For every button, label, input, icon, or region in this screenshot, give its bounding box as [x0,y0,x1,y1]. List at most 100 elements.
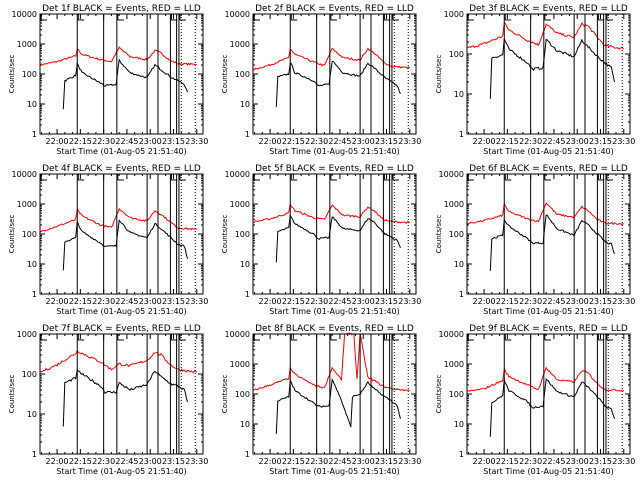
x-tick-label: 23:00 [139,457,162,466]
x-tick-label: 23:15 [375,297,398,306]
panel-title: Det 2f BLACK = Events, RED = LLD [255,4,414,14]
x-tick-label: 23:00 [352,297,375,306]
x-axis-label: Start Time (01-Aug-05 21:51:40) [269,307,400,316]
y-tick-label: 1000 [230,40,250,49]
x-tick-label: 22:00 [259,297,282,306]
x-tick-label: 22:45 [328,297,351,306]
panel-det-8: Det 8f BLACK = Events, RED = LLD 1 10 100 10… [221,324,421,476]
x-tick-label: 22:30 [92,137,115,146]
panel-det-5: Det 5f BLACK = Events, RED = LLD 1 10 100 10… [221,164,421,316]
x-tick-label: 23:30 [185,297,208,306]
panel-det-6: Det 6f BLACK = Events, RED = LLD 1 10 100 10… [435,164,635,316]
flag-bracket [504,13,512,20]
y-tick-label: 1000 [17,40,37,49]
y-tick-label: 10 [454,260,464,269]
y-axis-label: Counts/sec [8,215,16,254]
flag-bracket [290,173,298,180]
plot-frame [39,13,204,135]
y-tick-label: 100 [235,390,250,399]
x-tick-label: 22:00 [473,137,496,146]
flag-bracket [504,173,512,180]
events-series-line [489,38,615,99]
y-axis-label: Counts/sec [435,55,443,94]
plot-frame [466,333,631,455]
y-axis-label: Counts/sec [221,215,229,254]
x-tick-label: 22:30 [92,297,115,306]
flag-bracket [504,333,512,340]
y-axis-label: Counts/sec [8,375,16,414]
y-tick-label: 10000 [225,170,250,179]
x-tick-label: 23:15 [375,457,398,466]
x-tick-label: 22:00 [473,297,496,306]
panel-det-9: Det 9f BLACK = Events, RED = LLD 1 10 100 10… [435,324,635,476]
x-axis-label: Start Time (01-Aug-05 21:51:40) [483,307,614,316]
x-tick-label: 23:15 [162,297,185,306]
y-tick-label: 10000 [12,10,37,19]
x-tick-label: 23:30 [398,297,421,306]
plot-frame [466,13,631,135]
plot-frame [466,173,631,295]
panel-title: Det 9f BLACK = Events, RED = LLD [469,324,628,334]
y-axis-label: Counts/sec [435,215,443,254]
y-tick-label: 1000 [444,10,464,19]
x-tick-label: 22:00 [259,457,282,466]
x-tick-label: 22:00 [46,457,69,466]
x-tick-label: 22:45 [115,297,138,306]
x-tick-label: 22:45 [115,137,138,146]
x-tick-label: 22:45 [328,457,351,466]
x-tick-label: 23:30 [185,137,208,146]
y-tick-label: 1000 [444,200,464,209]
events-series-line [275,377,401,434]
x-axis-label: Start Time (01-Aug-05 21:51:40) [483,147,614,156]
panel-title: Det 4f BLACK = Events, RED = LLD [42,164,201,174]
y-tick-label: 10000 [12,170,37,179]
y-tick-label: 10 [240,100,250,109]
x-tick-label: 23:00 [566,457,589,466]
flag-bracket [290,13,298,20]
x-tick-label: 22:00 [46,137,69,146]
x-tick-label: 23:15 [375,137,398,146]
panel-det-4: Det 4f BLACK = Events, RED = LLD 1 10 100 10… [8,164,208,316]
y-tick-label: 10000 [225,10,250,19]
x-tick-label: 22:00 [473,457,496,466]
x-tick-label: 23:15 [589,297,612,306]
y-axis-label: Counts/sec [435,375,443,414]
x-tick-label: 22:15 [69,137,92,146]
y-tick-label: 1000 [17,330,37,339]
flag-bracket [77,13,85,20]
y-tick-label: 1 [245,130,250,139]
events-series-line [489,214,615,271]
y-tick-label: 1 [32,290,37,299]
x-tick-label: 23:00 [566,297,589,306]
events-series-line [62,58,188,110]
panel-title: Det 1f BLACK = Events, RED = LLD [42,4,201,14]
panel-title: Det 7f BLACK = Events, RED = LLD [42,324,201,334]
x-tick-label: 22:30 [305,137,328,146]
y-tick-label: 10000 [439,170,464,179]
x-tick-label: 22:45 [542,137,565,146]
y-tick-label: 10 [27,260,37,269]
y-tick-label: 1000 [230,200,250,209]
y-tick-label: 1 [459,290,464,299]
y-tick-label: 100 [235,70,250,79]
y-axis-label: Counts/sec [221,375,229,414]
y-tick-label: 1 [245,290,250,299]
x-tick-label: 22:15 [69,457,92,466]
plot-frame [252,333,417,455]
plot-frame [252,173,417,295]
panel-title: Det 6f BLACK = Events, RED = LLD [469,164,628,174]
x-tick-label: 22:15 [496,297,519,306]
x-tick-label: 23:30 [612,297,635,306]
x-tick-label: 22:30 [519,137,542,146]
panel-det-1: Det 1f BLACK = Events, RED = LLD 1 10 100 10… [8,4,208,156]
y-tick-label: 100 [449,50,464,59]
flag-bracket [290,333,298,340]
x-tick-label: 23:15 [589,457,612,466]
y-axis-label: Counts/sec [8,55,16,94]
x-axis-label: Start Time (01-Aug-05 21:51:40) [56,147,187,156]
y-tick-label: 100 [22,70,37,79]
x-axis-label: Start Time (01-Aug-05 21:51:40) [269,147,400,156]
events-series-line [62,219,188,271]
plot-frame [39,333,204,455]
